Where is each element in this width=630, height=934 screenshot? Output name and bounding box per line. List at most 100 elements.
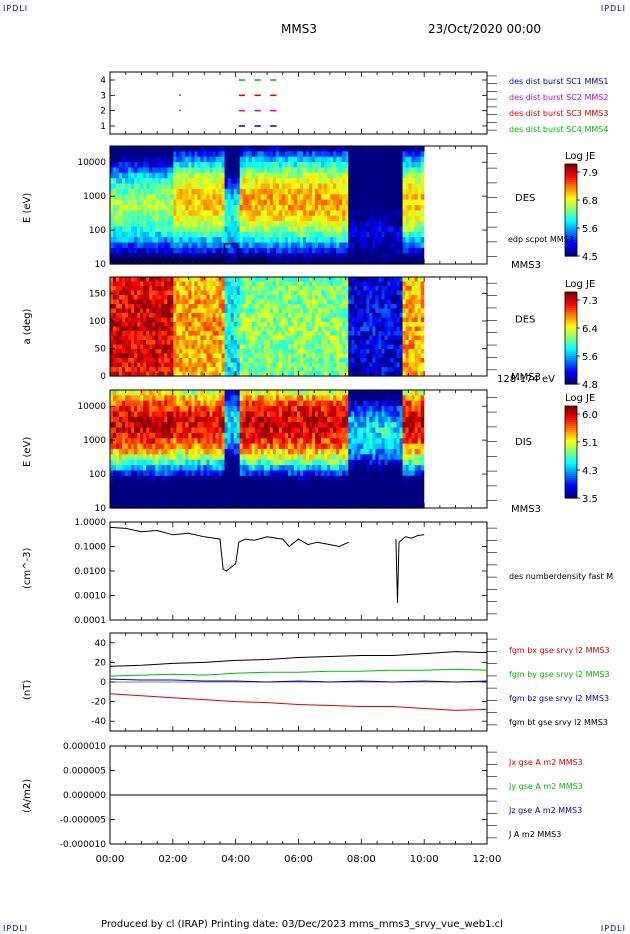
spectrogram-cell	[339, 308, 343, 314]
spectrogram-cell	[140, 331, 144, 337]
spectrogram-cell	[113, 416, 117, 423]
spectrogram-cell	[212, 253, 217, 260]
spectrogram-cell	[167, 188, 171, 195]
spectrogram-cell	[293, 178, 298, 185]
spectrogram-cell	[215, 317, 220, 323]
spectrogram-cell	[272, 277, 277, 283]
spectrogram-cell	[318, 167, 322, 174]
spectrogram-cell	[287, 183, 292, 190]
spectrogram-cell	[152, 340, 156, 346]
spectrogram-cell	[221, 226, 226, 233]
spectrogram-cell	[227, 371, 232, 377]
spectrogram-cell	[324, 253, 328, 260]
spectrogram-cell	[209, 281, 214, 287]
spectrogram-cell	[408, 188, 413, 195]
spectrogram-cell	[387, 344, 392, 350]
spectrogram-cell	[339, 331, 343, 337]
spectrogram-cell	[266, 299, 271, 305]
spectrogram-cell	[182, 183, 186, 190]
spectrogram-cell	[215, 331, 220, 337]
colorbar-cell	[565, 252, 577, 255]
spectrogram-cell	[290, 299, 295, 305]
spectrogram-cell	[366, 237, 370, 244]
spectrogram-cell	[254, 199, 259, 206]
spectrogram-cell	[306, 304, 310, 310]
spectrogram-cell	[200, 215, 205, 222]
spectrogram-cell	[417, 253, 422, 260]
spectrogram-cell	[140, 146, 144, 152]
spectrogram-cell	[233, 286, 238, 292]
spectrogram-cell	[414, 299, 419, 305]
spectrogram-cell	[110, 422, 114, 429]
spectrogram-cell	[339, 299, 343, 305]
colorbar-cell	[565, 376, 577, 379]
spectrogram-cell	[149, 210, 153, 217]
spectrogram-cell	[293, 326, 298, 332]
spectrogram-cell	[239, 199, 244, 206]
spectrogram-cell	[230, 167, 235, 174]
spectrogram-cell	[194, 344, 199, 350]
spectrogram-cell	[333, 340, 337, 346]
spectrogram-cell	[230, 362, 235, 368]
spectrogram-cell	[420, 304, 425, 310]
spectrogram-cell	[402, 353, 407, 359]
spectrogram-cell	[402, 183, 407, 190]
spectrogram-cell	[272, 221, 277, 228]
spectrogram-cell	[411, 156, 416, 163]
spectrogram-cell	[414, 258, 419, 265]
spectrogram-cell	[309, 258, 313, 265]
spectrogram-cell	[167, 178, 171, 185]
spectrogram-cell	[242, 326, 247, 332]
spectrogram-cell	[327, 247, 331, 254]
spectrogram-cell	[360, 242, 364, 249]
spectrogram-cell	[257, 304, 262, 310]
spectrogram-cell	[321, 313, 325, 319]
spectrogram-cell	[393, 151, 398, 158]
spectrogram-cell	[146, 286, 150, 292]
spectrogram-cell	[339, 221, 343, 228]
spectrogram-cell	[134, 340, 138, 346]
spectrogram-cell	[357, 317, 361, 323]
des-pitch-colorbar	[565, 292, 577, 385]
spectrogram-cell	[185, 221, 190, 228]
spectrogram-cell	[200, 226, 205, 233]
spectrogram-cell	[257, 299, 262, 305]
spectrogram-cell	[378, 281, 383, 287]
spectrogram-cell	[384, 371, 389, 377]
spectrogram-cell	[122, 349, 126, 355]
spectrogram-cell	[405, 295, 410, 301]
spectrogram-cell	[336, 308, 340, 314]
spectrogram-cell	[197, 326, 202, 332]
spectrogram-cell	[146, 156, 150, 163]
spectrogram-cell	[251, 151, 256, 158]
spectrogram-cell	[266, 242, 271, 249]
spectrogram-cell	[161, 340, 165, 346]
spectrogram-cell	[272, 258, 277, 265]
spectrogram-cell	[188, 247, 193, 254]
spectrogram-cell	[384, 358, 389, 364]
spectrogram-cell	[360, 258, 364, 265]
spectrogram-cell	[233, 344, 238, 350]
spectrogram-cell	[206, 290, 211, 296]
spectrogram-cell	[306, 253, 310, 260]
spectrogram-cell	[191, 253, 196, 260]
spectrogram-cell	[239, 340, 244, 346]
spectrogram-cell	[128, 242, 132, 249]
spectrogram-cell	[206, 299, 211, 305]
spectrogram-cell	[414, 281, 419, 287]
spectrogram-cell	[167, 237, 171, 244]
spectrogram-cell	[309, 172, 313, 179]
spectrogram-cell	[272, 146, 277, 152]
spectrogram-cell	[408, 367, 413, 373]
spectrogram-cell	[194, 304, 199, 310]
spectrogram-cell	[131, 188, 135, 195]
spectrogram-cell	[293, 167, 298, 174]
spectrogram-cell	[318, 247, 322, 254]
spectrogram-cell	[203, 199, 208, 206]
spectrogram-cell	[269, 205, 274, 211]
spectrogram-cell	[251, 194, 256, 201]
spectrogram-cell	[306, 326, 310, 332]
spectrogram-cell	[188, 237, 193, 244]
spectrogram-cell	[131, 308, 135, 314]
spectrogram-cell	[155, 178, 159, 185]
